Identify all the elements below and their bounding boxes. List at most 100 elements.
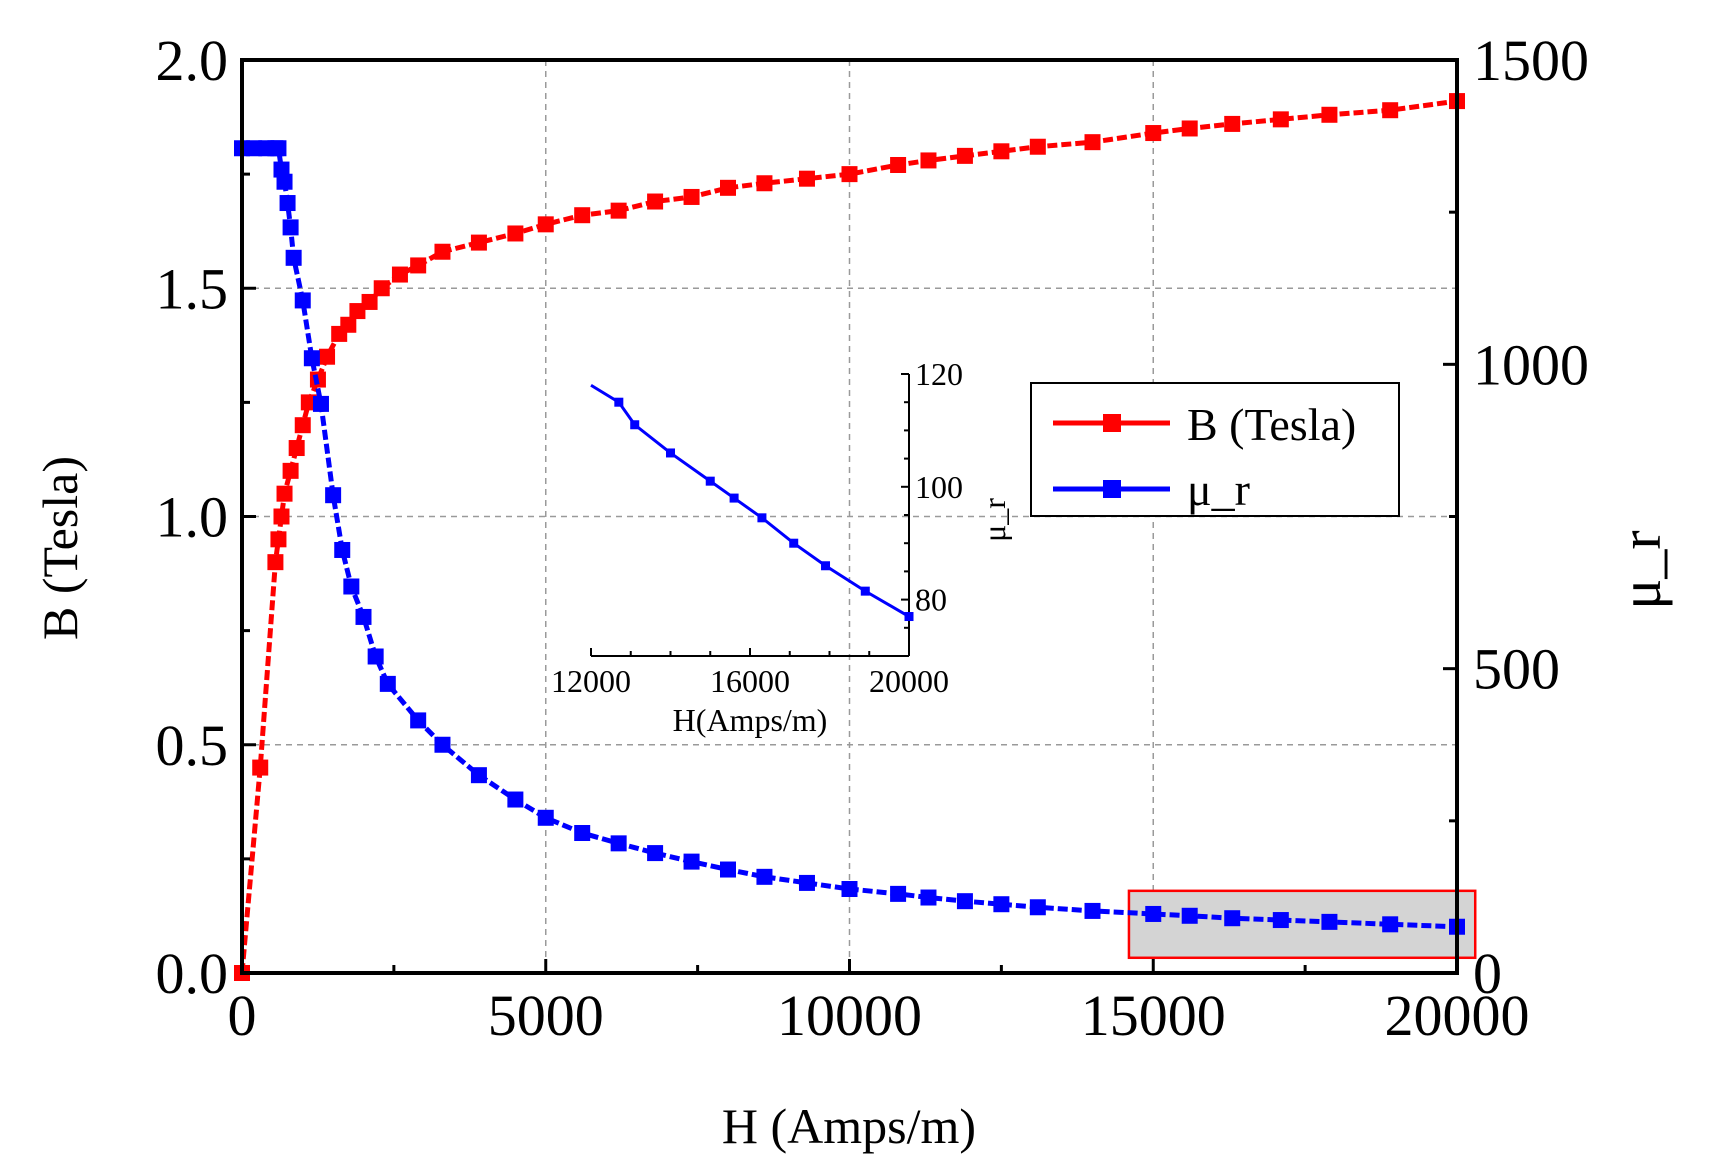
data-point-1 bbox=[537, 809, 554, 826]
y-right-tick-label: 1500 bbox=[1473, 28, 1589, 93]
inset-data-point bbox=[904, 612, 914, 622]
inset-data-point bbox=[757, 513, 767, 523]
x-tick-label: 15000 bbox=[1081, 983, 1226, 1048]
data-point-1 bbox=[303, 350, 320, 367]
y-right-tick-label: 0 bbox=[1473, 941, 1502, 1006]
data-point-1 bbox=[470, 767, 487, 784]
inset-y-tick-label: 100 bbox=[915, 469, 963, 505]
data-point-0 bbox=[1084, 134, 1101, 151]
data-point-1 bbox=[343, 578, 360, 595]
inset-x-tick-label: 16000 bbox=[710, 663, 790, 699]
tick-layer: 0 5000 10000 15000 20000 0.0 0.5 1.0 1.5 2.0 0 500 1… bbox=[156, 28, 1590, 1048]
data-point-1 bbox=[279, 195, 296, 212]
y-left-tick-label: 0.5 bbox=[156, 713, 229, 778]
highlight-region bbox=[1127, 889, 1477, 960]
data-point-0 bbox=[410, 257, 427, 274]
x-tick-label: 0 bbox=[228, 983, 257, 1048]
data-point-0 bbox=[373, 280, 390, 297]
inset-data-point bbox=[705, 476, 715, 486]
data-point-0 bbox=[507, 225, 524, 242]
data-point-1 bbox=[1029, 899, 1046, 916]
data-point-1 bbox=[410, 712, 427, 729]
data-point-0 bbox=[841, 166, 858, 183]
inset-chart: 12000 16000 20000 80 100 120 H(Amps/m) μ_r bbox=[551, 356, 1012, 738]
data-point-1 bbox=[379, 675, 396, 692]
inset-series-line bbox=[590, 383, 910, 618]
data-point-0 bbox=[294, 417, 311, 434]
data-point-1 bbox=[890, 885, 907, 902]
data-point-0 bbox=[288, 440, 305, 457]
data-point-1 bbox=[246, 140, 263, 157]
data-point-1 bbox=[312, 395, 329, 412]
data-point-1 bbox=[507, 791, 524, 808]
data-point-1 bbox=[798, 874, 815, 891]
data-point-0 bbox=[252, 759, 269, 776]
y-axis-label-right: μ_r bbox=[1608, 530, 1673, 609]
y-axis-label-left: B (Tesla) bbox=[32, 456, 88, 640]
data-point-0 bbox=[1224, 115, 1241, 132]
data-point-1 bbox=[720, 861, 736, 878]
x-tick-label: 5000 bbox=[488, 983, 604, 1048]
data-point-1 bbox=[610, 835, 627, 852]
data-point-1 bbox=[367, 648, 384, 665]
data-point-0 bbox=[956, 147, 973, 164]
legend-box bbox=[1030, 382, 1400, 517]
data-point-1 bbox=[1321, 913, 1338, 930]
data-point-0 bbox=[1382, 102, 1399, 119]
data-point-1 bbox=[647, 845, 664, 862]
data-point-0 bbox=[798, 170, 815, 187]
data-point-1 bbox=[1224, 910, 1241, 927]
data-point-0 bbox=[537, 216, 554, 233]
legend-label-b: B (Tesla) bbox=[1187, 399, 1356, 450]
inset-x-tick-label: 12000 bbox=[551, 663, 631, 699]
data-point-1 bbox=[1272, 912, 1289, 929]
data-point-1 bbox=[574, 825, 591, 842]
data-point-0 bbox=[1029, 138, 1046, 155]
x-axis-label: H (Amps/m) bbox=[722, 1098, 976, 1154]
data-point-0 bbox=[273, 508, 290, 525]
data-point-1 bbox=[1084, 902, 1101, 919]
data-point-0 bbox=[276, 485, 293, 502]
inset-data-point bbox=[789, 538, 799, 548]
data-point-1 bbox=[993, 896, 1010, 913]
data-point-1 bbox=[282, 219, 299, 236]
inset-x-axis-label: H(Amps/m) bbox=[673, 702, 828, 738]
data-point-0 bbox=[1321, 106, 1338, 123]
legend-marker-b bbox=[1103, 414, 1121, 432]
data-point-1 bbox=[756, 868, 773, 885]
data-point-0 bbox=[574, 207, 591, 224]
inset-y-axis-label: μ_r bbox=[976, 498, 1012, 542]
data-point-0 bbox=[300, 394, 317, 411]
inset-y-tick-label: 120 bbox=[915, 356, 963, 392]
data-point-0 bbox=[282, 462, 299, 479]
inset-y-tick-label: 80 bbox=[915, 582, 947, 618]
data-point-1 bbox=[325, 487, 342, 504]
data-point-1 bbox=[270, 140, 287, 157]
data-point-0 bbox=[720, 179, 736, 196]
inset-data-point bbox=[614, 397, 624, 407]
inset-x-tick-label: 20000 bbox=[869, 663, 949, 699]
data-point-1 bbox=[334, 541, 351, 558]
y-right-tick-label: 500 bbox=[1473, 637, 1560, 702]
data-point-0 bbox=[434, 243, 451, 260]
data-point-1 bbox=[1145, 905, 1162, 922]
data-point-0 bbox=[993, 143, 1010, 160]
data-point-1 bbox=[920, 889, 937, 906]
data-point-0 bbox=[391, 266, 408, 283]
highlight-box bbox=[1127, 889, 1477, 960]
data-point-0 bbox=[647, 193, 664, 210]
data-point-0 bbox=[349, 303, 366, 320]
inset-data-point bbox=[630, 420, 640, 430]
data-point-0 bbox=[267, 554, 284, 571]
data-point-0 bbox=[361, 293, 378, 310]
data-point-0 bbox=[683, 188, 700, 205]
series-layer bbox=[234, 93, 1465, 981]
data-point-1 bbox=[276, 173, 293, 190]
data-point-0 bbox=[890, 156, 907, 173]
y-left-tick-label: 1.5 bbox=[156, 256, 229, 321]
data-point-0 bbox=[610, 202, 627, 219]
data-point-0 bbox=[270, 531, 287, 548]
data-point-0 bbox=[756, 175, 773, 192]
data-point-1 bbox=[1382, 916, 1399, 933]
